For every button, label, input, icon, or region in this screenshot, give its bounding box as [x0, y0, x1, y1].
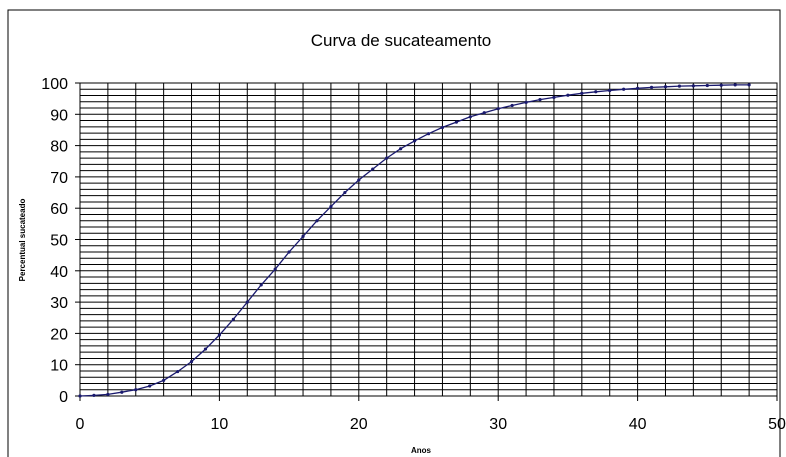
- data-point: [719, 83, 723, 87]
- data-point: [705, 83, 709, 88]
- data-point: [580, 91, 584, 95]
- x-axis-label: Anos: [411, 446, 432, 455]
- data-point: [385, 156, 389, 160]
- data-point: [106, 392, 110, 397]
- data-point: [287, 250, 291, 254]
- data-point: [636, 86, 640, 90]
- gridlines: [79, 82, 778, 397]
- y-axis-ticks: 0 10 20 30 40 50 60 70 80 90 100: [41, 76, 80, 406]
- y-axis-label: Percentual sucateado: [18, 199, 27, 282]
- data-point: [273, 267, 277, 271]
- data-point: [162, 378, 166, 382]
- data-point: [622, 87, 626, 91]
- y-tick-label: 60: [50, 201, 68, 218]
- data-point: [608, 88, 612, 93]
- data-point: [747, 83, 751, 87]
- data-point: [315, 219, 319, 223]
- y-tick-label: 90: [50, 107, 68, 124]
- data-point: [92, 393, 96, 397]
- data-point: [649, 85, 654, 89]
- data-point: [733, 83, 737, 87]
- data-point: [524, 100, 528, 105]
- data-point: [552, 95, 556, 99]
- data-point: [148, 384, 152, 388]
- data-point: [482, 111, 486, 115]
- y-tick-label: 10: [50, 358, 68, 375]
- y-tick-label: 20: [50, 326, 68, 343]
- data-point: [594, 90, 598, 94]
- data-point: [189, 359, 194, 364]
- data-point: [78, 394, 82, 398]
- x-tick-label: 50: [768, 416, 786, 433]
- data-point: [677, 84, 682, 88]
- x-tick-label: 20: [350, 416, 368, 433]
- data-point: [245, 300, 249, 304]
- data-point: [496, 107, 500, 111]
- x-tick-label: 40: [629, 416, 647, 433]
- data-point: [412, 139, 417, 143]
- data-point: [663, 85, 668, 89]
- data-point: [426, 132, 431, 136]
- data-point: [440, 125, 445, 130]
- y-tick-label: 0: [59, 389, 68, 406]
- data-point: [120, 390, 124, 394]
- data-point: [343, 190, 347, 195]
- x-tick-label: 0: [76, 416, 85, 433]
- y-tick-label: 50: [50, 233, 68, 250]
- data-point: [566, 93, 570, 97]
- data-point: [301, 234, 305, 238]
- data-point: [175, 369, 180, 374]
- data-point: [134, 388, 138, 392]
- y-tick-label: 100: [41, 76, 68, 93]
- data-point: [538, 97, 542, 102]
- data-point: [510, 103, 514, 108]
- data-point: [371, 167, 375, 171]
- data-point: [259, 283, 263, 287]
- data-point: [217, 333, 221, 337]
- x-axis-ticks: 0 10 20 30 40 50: [76, 396, 786, 433]
- y-tick-label: 30: [50, 295, 68, 312]
- data-point: [203, 347, 208, 351]
- data-point: [329, 205, 333, 209]
- series-layer: [78, 83, 751, 398]
- data-point: [357, 178, 361, 182]
- y-tick-label: 40: [50, 264, 68, 281]
- chart-title: Curva de sucateamento: [311, 31, 492, 50]
- data-point: [231, 317, 235, 321]
- y-tick-label: 70: [50, 170, 68, 187]
- x-tick-label: 10: [211, 416, 229, 433]
- data-point: [468, 115, 472, 119]
- data-point: [454, 120, 458, 124]
- data-point: [691, 84, 695, 88]
- x-tick-label: 30: [489, 416, 507, 433]
- data-point: [399, 147, 403, 151]
- y-tick-label: 80: [50, 139, 68, 156]
